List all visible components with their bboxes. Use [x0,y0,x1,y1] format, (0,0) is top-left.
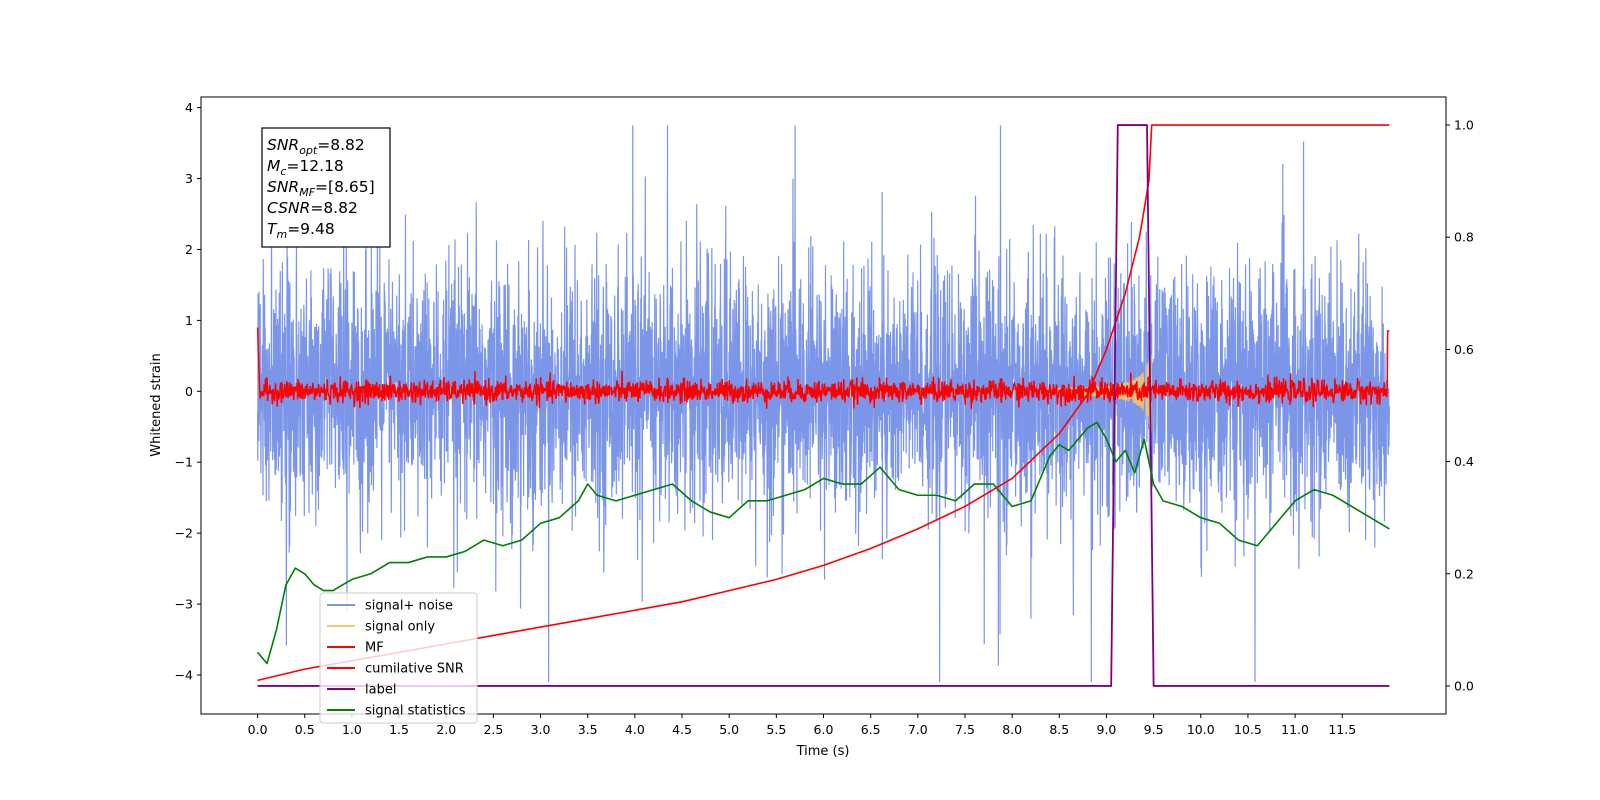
x-tick-label: 11.0 [1281,722,1309,737]
x-tick-label: 6.0 [814,722,834,737]
x-tick-label: 4.0 [625,722,645,737]
x-axis-label: Time (s) [796,744,850,759]
y2-tick-label: 0.0 [1454,678,1474,693]
legend: signal+ noise signal only MF cumilative SNR… [319,592,478,724]
y-axis-left: 4 3 2 1 0 −1 −2 −3 −4 [175,100,201,682]
x-axis: 0.0 0.5 1.0 1.5 2.0 2.5 3.0 3.5 4.0 4.5 5.0 5.5 6.0 6… [248,714,1356,737]
x-tick-label: 5.0 [719,722,739,737]
legend-label: label [365,683,396,698]
x-tick-label: 1.5 [389,722,409,737]
x-tick-label: 0.0 [248,722,268,737]
y2-tick-label: 0.8 [1454,230,1474,245]
y-tick-label: 1 [185,313,193,328]
info-line: Tm=9.48 [267,220,335,241]
y-tick-label: −4 [175,667,193,682]
y-tick-label: −1 [175,455,193,470]
x-tick-label: 9.5 [1144,722,1164,737]
legend-label: signal only [365,620,435,635]
info-value: =9.48 [287,220,335,238]
y-tick-label: 4 [185,100,193,115]
info-box-frame [261,127,391,248]
legend-frame [319,592,478,724]
legend-label: cumilative SNR [365,662,464,677]
info-symbol: SNR [267,136,299,154]
info-subscript: m [276,228,287,241]
y-tick-label: −2 [175,526,193,541]
x-tick-label: 3.5 [578,722,598,737]
info-value: =8.82 [310,199,358,217]
info-line: Mc=12.18 [267,157,344,178]
info-line: CSNR=8.82 [267,199,358,217]
info-line: SNRopt=8.82 [267,136,365,157]
x-tick-label: 2.0 [436,722,456,737]
x-tick-label: 0.5 [295,722,315,737]
legend-label: signal+ noise [365,599,453,614]
series-mf [256,327,1390,410]
x-tick-label: 5.5 [766,722,786,737]
x-tick-label: 7.0 [908,722,928,737]
info-value: =12.18 [286,157,343,175]
y2-tick-label: 0.6 [1454,342,1474,357]
info-subscript: MF [299,186,315,199]
x-tick-label: 10.0 [1187,722,1215,737]
info-subscript: opt [299,144,318,157]
x-tick-label: 11.5 [1328,722,1356,737]
info-symbol: T [267,220,278,238]
y-tick-label: 3 [185,171,193,186]
x-tick-label: 8.0 [1002,722,1022,737]
y-tick-label: 2 [185,242,193,257]
info-value: =8.82 [317,136,365,154]
info-line: SNRMF=[8.65] [267,178,375,199]
legend-label: signal statistics [365,704,466,719]
y-tick-label: 0 [185,384,193,399]
info-symbol: CSNR [267,199,310,217]
x-tick-label: 4.5 [672,722,692,737]
y-tick-label: −3 [175,597,193,612]
x-tick-label: 8.5 [1049,722,1069,737]
y2-tick-label: 0.4 [1454,454,1474,469]
legend-label: MF [365,641,384,656]
x-tick-label: 3.0 [531,722,551,737]
series-signal-noise [256,125,1391,683]
info-symbol: SNR [267,178,299,196]
x-tick-label: 10.5 [1234,722,1262,737]
info-symbol: M [267,157,280,175]
y-axis-right: 1.0 0.8 0.6 0.4 0.2 0.0 [1446,118,1474,693]
info-box: SNRopt=8.82Mc=12.18SNRMF=[8.65]CSNR=8.82… [261,127,391,248]
x-tick-label: 2.5 [483,722,503,737]
x-tick-label: 7.5 [955,722,975,737]
x-tick-label: 9.0 [1097,722,1117,737]
info-subscript: c [280,165,286,178]
x-tick-label: 6.5 [861,722,881,737]
info-value: =[8.65] [315,178,375,196]
y2-tick-label: 1.0 [1454,118,1474,133]
y-axis-label: Whitened strain [149,353,164,456]
series-label [257,124,1390,687]
series-signal-statistics [256,421,1390,665]
x-tick-label: 1.0 [342,722,362,737]
y2-tick-label: 0.2 [1454,566,1474,581]
